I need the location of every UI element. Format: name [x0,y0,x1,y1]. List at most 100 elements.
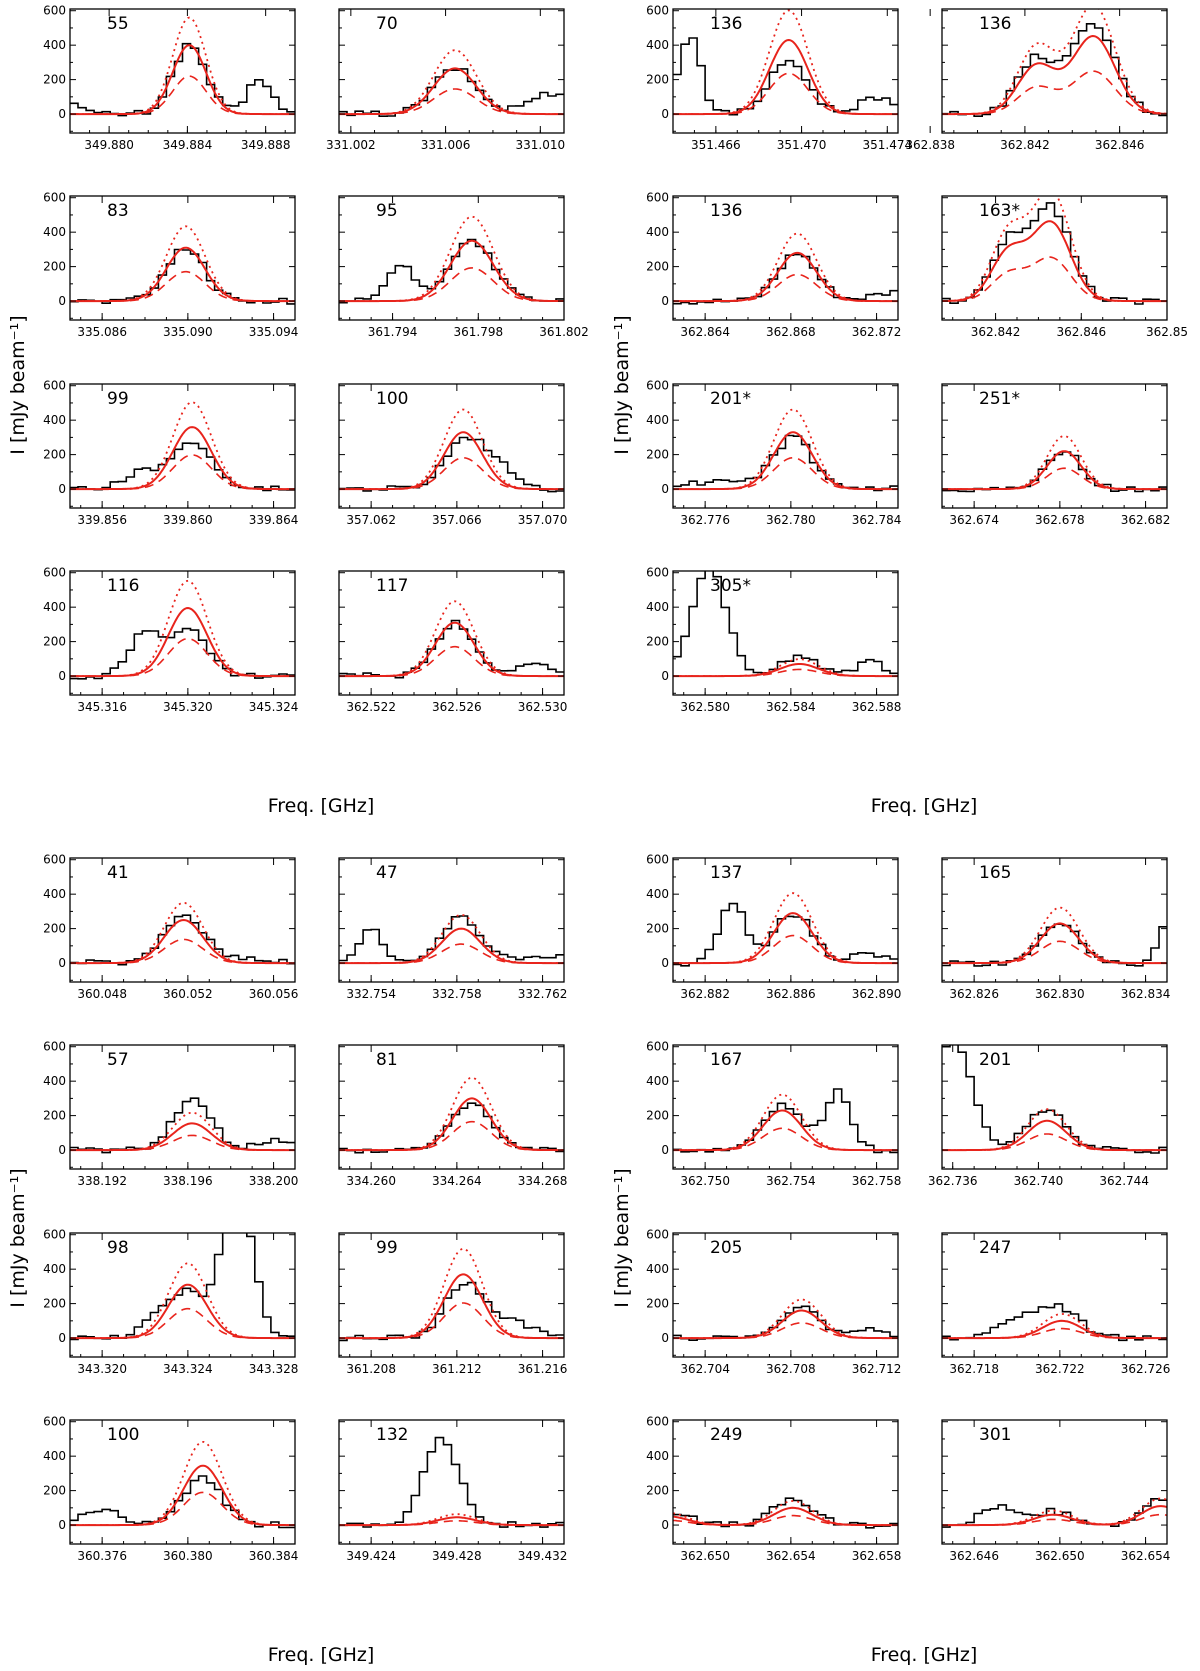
spectrum-panel: 0 200 400 600 335.086 335.090 335.094 83 [43,191,298,339]
panel-label: 132 [376,1425,408,1445]
y-tick-label: 400 [43,600,66,614]
x-tick-label: 362.886 [766,987,816,1001]
x-tick-label: 357.070 [518,513,568,527]
model-total-curve [942,1119,1167,1152]
x-tick-label: 360.384 [249,1549,299,1563]
spectrum-panel: 0 200 400 600 362.882 362.886 362.890 137 [646,853,901,1001]
x-tick-label: 362.726 [1121,1362,1171,1376]
panel-frame [672,383,899,509]
spectrum-panel: 0 200 400 600 349.880 349.884 349.888 55 [43,4,296,152]
model-dashed-curve [673,1127,898,1151]
model-total-curve [70,1122,295,1152]
x-tick-label: 332.758 [432,987,482,1001]
x-tick-label: 362.834 [1121,987,1171,1001]
observed-spectrum [673,571,898,675]
x-tick-label: 339.856 [77,513,127,527]
panel-frame [69,195,296,321]
observed-spectrum [339,915,564,962]
panel-frame [69,857,296,983]
panel-label: 100 [376,389,408,409]
y-tick-label: 600 [43,566,66,580]
x-tick-label: 362.526 [432,700,482,714]
x-tick-label: 361.794 [368,325,418,339]
panel-label: 301 [979,1425,1011,1445]
x-tick-label: 362.658 [852,1549,902,1563]
panel-frame [338,570,565,696]
y-tick-label: 400 [646,1449,669,1463]
x-tick-label: 335.090 [163,325,213,339]
model-total-curve [339,239,564,303]
panel-frame [672,570,899,696]
y-tick-label: 400 [646,413,669,427]
x-tick-label: 362.654 [1121,1549,1171,1563]
panel-frame [338,8,565,134]
y-tick-label: 600 [43,191,66,205]
observed-spectrum [942,23,1167,117]
y-tick-label: 600 [43,1415,66,1429]
spectra-panels: 0 200 400 600 349.880 349.884 349.888 55 331.002… [43,4,1188,1563]
model-dashed-curve [70,270,295,302]
spectrum-panel: 362.646 362.650 362.654 301 [941,1419,1171,1563]
x-tick-label: 343.328 [249,1362,299,1376]
x-tick-label: 349.432 [518,1549,568,1563]
panel-label: 167 [710,1050,742,1070]
x-tick-label: 362.530 [518,700,568,714]
panel-frame [69,570,296,696]
y-tick-label: 600 [43,379,66,393]
x-tick-label: 349.884 [163,138,213,152]
observed-spectrum [942,1045,1167,1154]
model-total-curve [673,1109,898,1152]
x-tick-label: 351.470 [777,138,827,152]
x-tick-label: 345.324 [249,700,299,714]
x-tick-label: 360.376 [77,1549,127,1563]
panel-label: 117 [376,576,408,596]
x-tick-label: 362.864 [680,325,730,339]
model-dashed-curve [70,938,295,964]
panel-frame [941,195,1168,321]
y-tick-label: 0 [661,669,669,683]
x-tick-label: 362.704 [680,1362,730,1376]
x-tick-label: 345.316 [77,700,127,714]
spectrum-panel: 0 200 400 600 362.704 362.708 362.712 205 [646,1228,901,1376]
spectrum-panel: 0 200 400 600 362.750 362.754 362.758 167 [646,1040,901,1188]
observed-spectrum [339,68,564,117]
model-total-curve [339,431,564,491]
panel-label: 136 [979,14,1011,34]
y-tick-label: 400 [646,1074,669,1088]
spectrum-panel: 361.794 361.798 361.802 95 [338,195,589,339]
panel-label: 163* [979,201,1020,221]
x-tick-label: 362.85 [1146,325,1188,339]
model-dotted-curve [70,225,295,302]
panel-frame [672,857,899,983]
x-tick-label: 362.758 [852,1174,902,1188]
x-tick-label: 362.740 [1014,1174,1064,1188]
model-dashed-curve [339,1302,564,1339]
panel-frame [338,195,565,321]
observed-spectrum [673,902,898,967]
y-tick-label: 200 [646,1109,669,1123]
x-axis-label-top-left: Freq. [GHz] [268,795,375,817]
spectrum-panel: 362.718 362.722 362.726 247 [941,1232,1171,1376]
panel-frame [672,1044,899,1170]
model-dashed-curve [70,75,295,115]
y-tick-label: 400 [43,1074,66,1088]
x-tick-label: 362.678 [1035,513,1085,527]
x-tick-label: 362.708 [766,1362,816,1376]
x-tick-label: 338.196 [163,1174,213,1188]
y-tick-label: 200 [646,635,669,649]
y-tick-label: 0 [58,1331,66,1345]
x-tick-label: 334.264 [432,1174,482,1188]
y-tick-label: 200 [43,922,66,936]
x-tick-label: 362.718 [949,1362,999,1376]
y-tick-label: 600 [43,1040,66,1054]
y-tick-label: 200 [646,922,669,936]
observed-spectrum [673,1305,898,1341]
y-tick-label: 400 [646,1262,669,1276]
panel-label: 201* [710,389,751,409]
x-tick-label: 357.066 [432,513,482,527]
y-tick-label: 600 [646,4,669,18]
x-tick-label: 345.320 [163,700,213,714]
spectrum-panel: 0 200 400 600 339.856 339.860 339.864 99 [43,379,298,527]
panel-frame [69,8,296,134]
